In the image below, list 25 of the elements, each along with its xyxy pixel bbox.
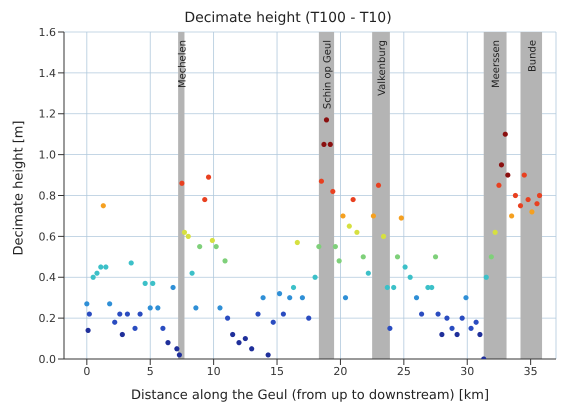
x-tick-label: 25 bbox=[396, 364, 411, 378]
y-tick-label: 1.0 bbox=[38, 148, 56, 162]
x-tick-label: 10 bbox=[206, 364, 221, 378]
y-tick-label: 0.8 bbox=[38, 189, 56, 202]
y-tick-label: 0.4 bbox=[38, 271, 56, 284]
x-tick-label: 30 bbox=[460, 364, 474, 378]
x-tick-label: 35 bbox=[524, 364, 538, 378]
band-label: Valkenburg bbox=[377, 40, 388, 96]
y-tick-label: 0.6 bbox=[38, 230, 56, 244]
band-label: Meerssen bbox=[491, 40, 502, 88]
y-tick-label: 1.2 bbox=[38, 108, 56, 121]
x-axis-title: Distance along the Geul (from up to downstream) [km] bbox=[130, 388, 490, 403]
band-label: Schin op Geul bbox=[322, 40, 334, 110]
chart-title: Decimate height (T100 - T10) bbox=[184, 10, 392, 26]
x-tick-label: 20 bbox=[333, 364, 348, 378]
y-axis-title: Decimate height [m] bbox=[12, 120, 27, 256]
y-tick-label: 1.4 bbox=[38, 66, 56, 80]
band-label: Mechelen bbox=[177, 40, 188, 88]
y-tick-label: 0.2 bbox=[38, 312, 56, 326]
x-tick-label: 15 bbox=[270, 364, 284, 378]
y-tick-label: 1.6 bbox=[38, 26, 56, 39]
x-tick-label: 0 bbox=[83, 364, 90, 378]
y-tick-label: 0.0 bbox=[38, 352, 56, 366]
x-tick-label: 5 bbox=[146, 364, 154, 378]
band-label: Bunde bbox=[527, 40, 538, 72]
